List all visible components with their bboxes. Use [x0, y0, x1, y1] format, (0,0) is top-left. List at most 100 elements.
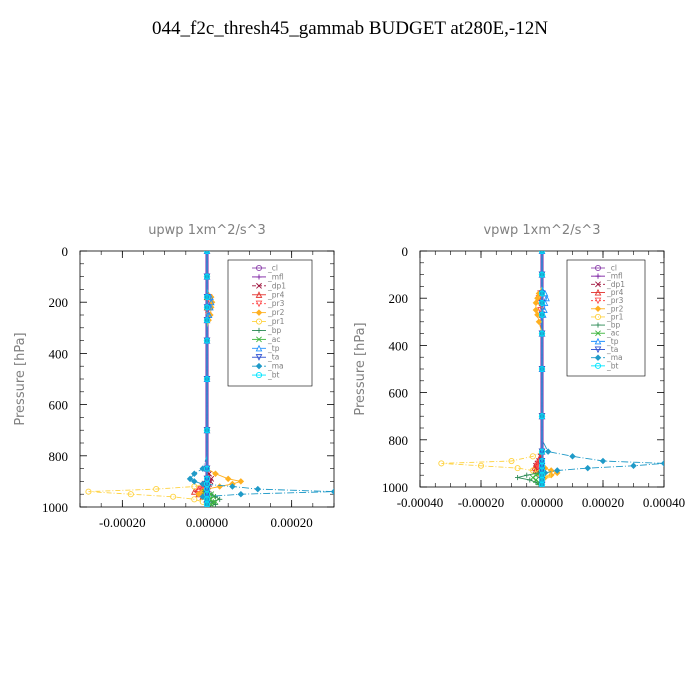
- legend-label-ma: _ma: [267, 362, 284, 371]
- point-ma: [584, 464, 591, 472]
- legend-marker-ma: [594, 354, 602, 361]
- point-bt: [538, 330, 546, 337]
- x-tick-label: 0.00020: [582, 495, 624, 510]
- legend-marker-bt: [255, 372, 263, 379]
- point-ma: [229, 483, 236, 490]
- legend-marker-ta: [594, 346, 602, 354]
- series-line-pr1: [88, 251, 208, 507]
- legend-label-ta: _ta: [606, 345, 618, 354]
- point-pr2: [547, 471, 555, 479]
- legend-label-ac: _ac: [606, 329, 619, 338]
- point-bp: [524, 472, 530, 478]
- y-axis-label: Pressure [hPa]: [353, 322, 368, 415]
- y-tick-label: 1000: [42, 500, 68, 515]
- point-bt: [203, 251, 211, 255]
- point-pr4: [190, 488, 198, 495]
- point-ma: [541, 469, 549, 477]
- legend-marker-pr4: [255, 291, 263, 298]
- point-ma: [544, 448, 552, 455]
- point-bt: [203, 273, 211, 280]
- point-bt: [203, 501, 211, 507]
- legend-label-pr3: _pr3: [267, 299, 285, 308]
- legend-marker-dp1: [256, 282, 262, 289]
- point-ma: [186, 475, 194, 483]
- point-pr1: [85, 488, 92, 495]
- point-bp: [527, 477, 533, 483]
- y-tick-label: 200: [389, 291, 409, 306]
- x-tick-label: 0.00000: [521, 495, 563, 510]
- y-tick-label: 0: [62, 244, 69, 259]
- legend-label-pr1: _pr1: [606, 312, 624, 321]
- point-bt: [203, 427, 211, 434]
- legend-marker-cl: [594, 264, 602, 272]
- point-pr2: [237, 478, 245, 485]
- legend-label-bp: _bp: [267, 326, 282, 335]
- legend: _cl_mfl_dp1_pr4_pr3_pr2_pr1_bp_ac_tp_ta_…: [227, 259, 313, 387]
- point-pr2: [532, 299, 540, 307]
- x-tick-label: 0.00040: [643, 495, 685, 510]
- point-bt: [538, 472, 546, 479]
- legend-label-mfl: _mfl: [606, 272, 623, 281]
- point-pr1: [438, 460, 445, 467]
- point-bt: [538, 457, 546, 465]
- point-pr2: [216, 483, 223, 490]
- legend-marker-pr4: [594, 288, 602, 296]
- point-pr1: [508, 457, 515, 465]
- point-ma: [191, 470, 198, 477]
- point-pr1: [514, 465, 521, 472]
- point-bt: [538, 481, 546, 487]
- legend-label-pr3: _pr3: [606, 296, 624, 305]
- legend-label-mfl: _mfl: [267, 272, 284, 281]
- legend-label-tp: _tp: [267, 344, 280, 353]
- legend-label-pr1: _pr1: [267, 317, 285, 326]
- point-bt: [538, 462, 546, 469]
- legend-marker-tp: [255, 344, 263, 352]
- y-tick-label: 400: [389, 338, 409, 353]
- legend-label-cl: _cl: [267, 264, 278, 273]
- legend: _cl_mfl_dp1_pr4_pr3_pr2_pr1_bp_ac_tp_ta_…: [566, 259, 646, 377]
- legend-label-bt: _bt: [606, 361, 619, 370]
- y-tick-label: 800: [389, 433, 409, 448]
- point-bt: [538, 271, 546, 278]
- legend-label-ta: _ta: [267, 353, 279, 362]
- point-ma: [191, 478, 198, 485]
- x-tick-label: -0.00020: [458, 495, 505, 510]
- point-pr2: [212, 470, 219, 477]
- x-tick-label: 0.00000: [186, 515, 228, 530]
- legend-label-ma: _ma: [606, 353, 623, 362]
- legend-marker-bt: [594, 362, 602, 369]
- point-bt: [538, 413, 546, 420]
- series-line-pr1: [441, 251, 550, 487]
- point-bp: [515, 474, 521, 481]
- point-pr2: [532, 306, 540, 314]
- legend-marker-pr3: [255, 300, 263, 308]
- legend-label-pr2: _pr2: [267, 308, 285, 317]
- series-group: [438, 251, 664, 487]
- legend-marker-pr1: [255, 318, 263, 325]
- legend-label-dp1: _dp1: [606, 280, 625, 289]
- legend-label-ac: _ac: [267, 335, 280, 344]
- x-tick-label: -0.00040: [397, 495, 444, 510]
- legend-marker-pr1: [594, 313, 602, 320]
- point-bp: [212, 501, 219, 507]
- point-ma: [554, 467, 561, 474]
- point-ac: [210, 493, 217, 500]
- legend-marker-ac: [595, 330, 601, 337]
- point-bt: [538, 251, 546, 255]
- y-tick-label: 800: [49, 449, 69, 464]
- legend-label-bt: _bt: [267, 371, 280, 380]
- legend-label-dp1: _dp1: [267, 281, 286, 290]
- point-ac: [532, 477, 539, 483]
- plot-upwp: 0 200 400 600 800 1000 -0.00020 0.00000 0.00020 u…: [13, 223, 335, 530]
- x-tick-label: -0.00020: [99, 515, 146, 530]
- point-pr1: [127, 491, 134, 498]
- point-pr2: [535, 318, 543, 326]
- y-tick-label: 1000: [382, 480, 408, 495]
- y-tick-label: 400: [49, 346, 69, 361]
- y-tick-label: 600: [389, 386, 409, 401]
- point-ma: [630, 462, 637, 469]
- legend-marker-pr3: [594, 297, 602, 305]
- point-tp: [207, 298, 215, 306]
- legend-marker-bp: [256, 327, 262, 334]
